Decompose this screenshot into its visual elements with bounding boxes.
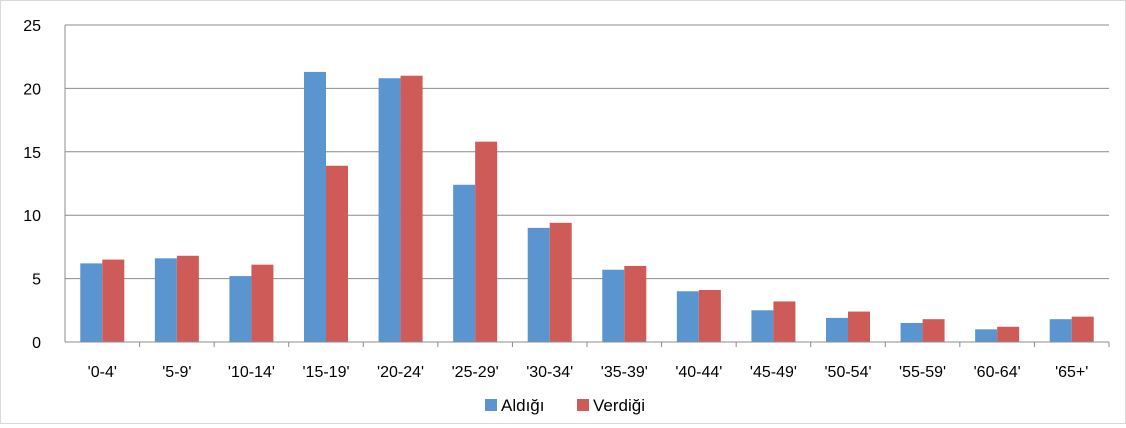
bar-verdigi (997, 326, 1020, 342)
bar-verdigi (773, 301, 796, 342)
bar-verdigi (698, 290, 721, 342)
x-tick-label: '45-49' (750, 364, 797, 381)
x-tick-label: '60-64' (974, 364, 1021, 381)
axes (64, 25, 1110, 347)
y-tick-label: 25 (23, 18, 41, 35)
bar-verdigi (176, 255, 199, 342)
bar-aldigi (453, 184, 476, 342)
gridlines (65, 24, 1109, 280)
y-tick-label: 10 (23, 208, 41, 225)
x-tick-label: '10-14' (228, 364, 275, 381)
bar-aldigi (751, 310, 774, 342)
bar-verdigi (475, 141, 498, 342)
x-tick-label: '35-39' (601, 364, 648, 381)
x-tick-label: '15-19' (302, 364, 349, 381)
x-tick-label: '55-59' (899, 364, 946, 381)
x-tick-label: '20-24' (377, 364, 424, 381)
legend-swatch (577, 399, 589, 411)
bar-aldigi (1049, 319, 1072, 342)
bar-aldigi (826, 317, 848, 342)
y-tick-label: 15 (23, 145, 41, 162)
bar-aldigi (229, 276, 252, 342)
bar-aldigi (304, 71, 326, 342)
legend-label: Aldığı (501, 396, 544, 415)
bar-aldigi (80, 263, 103, 342)
y-tick-labels: 0 5 10 15 20 25 (23, 18, 41, 352)
bar-aldigi (154, 258, 177, 342)
bar-verdigi (102, 259, 125, 342)
x-tick-labels: '0-4' '5-9' '10-14' '15-19' '20-24' '25-29' '3… (88, 364, 1089, 381)
bar-aldigi (378, 78, 401, 343)
bar-verdigi (848, 311, 870, 342)
x-tick-label: '25-29' (452, 364, 499, 381)
y-tick-label: 0 (32, 335, 41, 352)
x-tick-label: '5-9' (162, 364, 191, 381)
bar-verdigi (1071, 316, 1094, 342)
bar-verdigi (624, 265, 647, 342)
legend: Aldığı Verdiği (485, 396, 645, 415)
x-tick-label: '50-54' (824, 364, 871, 381)
bar-verdigi (326, 165, 348, 342)
bar-verdigi (549, 222, 572, 342)
bar-aldigi (602, 269, 625, 342)
bar-aldigi (900, 322, 923, 342)
x-tick-label: '65+' (1055, 364, 1088, 381)
bar-verdigi (251, 264, 274, 342)
bars (80, 71, 1094, 343)
y-tick-label: 20 (23, 81, 41, 98)
bar-aldigi (527, 227, 550, 342)
bar-verdigi (922, 319, 945, 342)
bar-aldigi (676, 291, 699, 342)
bar-aldigi (975, 329, 998, 342)
x-tick-label: '0-4' (88, 364, 117, 381)
y-tick-label: 5 (32, 272, 41, 289)
x-tick-label: '40-44' (675, 364, 722, 381)
x-tick-label: '30-34' (526, 364, 573, 381)
legend-swatch (485, 399, 497, 411)
legend-label: Verdiği (593, 396, 645, 415)
bar-verdigi (400, 75, 423, 342)
